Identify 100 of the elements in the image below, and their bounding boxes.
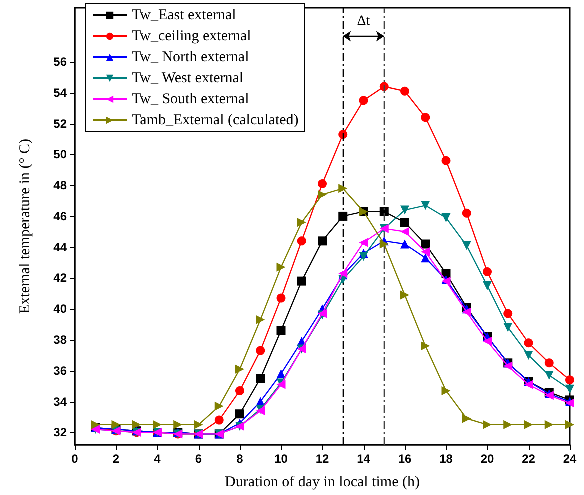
point: [318, 190, 327, 200]
point: [380, 240, 389, 249]
point: [566, 384, 574, 394]
x-tick-label: 24: [563, 452, 577, 466]
x-tick-label: 0: [72, 452, 79, 466]
point: [359, 96, 368, 106]
point: [462, 308, 472, 317]
legend-label: Tw_ West external: [132, 70, 244, 86]
point: [338, 184, 348, 194]
y-tick-label: 32: [54, 426, 68, 440]
point: [421, 254, 430, 263]
point: [524, 380, 534, 390]
point: [442, 156, 451, 166]
y-tick-label: 34: [54, 394, 68, 409]
x-tick-label: 10: [274, 452, 288, 466]
y-tick-label: 38: [54, 332, 68, 347]
point: [256, 315, 266, 324]
point: [483, 420, 492, 430]
x-tick-label: 12: [316, 452, 330, 466]
point: [318, 236, 327, 246]
point: [276, 326, 286, 336]
point: [318, 180, 327, 189]
point: [421, 113, 430, 122]
point: [544, 420, 554, 430]
point: [132, 420, 142, 430]
point: [236, 386, 244, 396]
point: [544, 358, 554, 368]
y-tick-label: 44: [54, 240, 68, 254]
point: [400, 240, 410, 249]
point: [153, 420, 162, 430]
point: [380, 207, 389, 216]
point: [566, 376, 574, 385]
point: [359, 252, 368, 262]
annotation: Δt: [357, 14, 370, 29]
y-tick-label: 48: [54, 178, 68, 193]
point: [194, 420, 204, 430]
x-tick-label: 6: [195, 452, 202, 466]
x-tick-label: 8: [236, 452, 244, 466]
point: [214, 416, 224, 425]
point: [236, 410, 244, 419]
point: [524, 338, 534, 348]
legend-label: Tw_ North external: [132, 50, 250, 66]
y-tick-label: 50: [54, 148, 68, 162]
point: [256, 374, 266, 384]
legend-label: Tw_ceiling external: [132, 28, 252, 44]
point: [400, 206, 410, 215]
point: [214, 402, 224, 411]
point: [504, 420, 513, 430]
y-tick-label: 42: [54, 271, 68, 286]
point: [462, 241, 472, 250]
point: [566, 420, 574, 430]
point: [400, 86, 410, 96]
y-tick-label: 36: [54, 364, 68, 378]
point: [112, 420, 121, 430]
x-tick-label: 20: [480, 452, 494, 466]
y-tick-label: 40: [54, 302, 68, 316]
y-tick-label: 52: [54, 116, 68, 131]
legend-label: Tw_East external: [132, 8, 236, 24]
point: [338, 212, 348, 221]
point: [421, 201, 430, 210]
point: [297, 236, 306, 246]
point: [236, 364, 244, 374]
x-tick-label: 4: [154, 452, 162, 466]
point: [483, 268, 492, 277]
point: [462, 414, 472, 424]
point: [421, 342, 430, 351]
legend-label: Tw_ South external: [132, 92, 250, 108]
point: [276, 262, 286, 272]
point: [174, 420, 183, 430]
point: [504, 309, 513, 318]
x-tick-label: 22: [522, 452, 536, 466]
point: [276, 369, 286, 378]
point: [338, 130, 348, 140]
point: [524, 350, 534, 360]
point: [297, 218, 306, 228]
point: [462, 208, 472, 218]
point: [483, 337, 492, 346]
point: [442, 386, 451, 396]
x-tick-label: 16: [398, 452, 412, 466]
x-tick-label: 2: [112, 452, 120, 466]
point: [91, 420, 100, 430]
point: [297, 276, 306, 286]
point: [421, 240, 430, 249]
point: [504, 362, 513, 371]
point: [442, 214, 451, 223]
point: [276, 294, 286, 303]
x-axis-title: Duration of day in local time (h): [225, 474, 420, 490]
x-tick-label: 18: [440, 452, 454, 466]
point: [524, 420, 534, 430]
point: [256, 346, 266, 356]
y-axis-title: External temperature in (° C): [18, 138, 34, 314]
point: [359, 238, 368, 248]
point: [504, 323, 513, 332]
legend-label: Tamb_External (calculated): [132, 112, 299, 128]
point: [400, 218, 410, 228]
y-tick-label: 54: [54, 86, 68, 100]
x-tick-label: 14: [357, 452, 371, 466]
y-tick-label: 56: [54, 55, 68, 70]
point: [544, 371, 554, 380]
y-tick-label: 46: [54, 209, 68, 224]
